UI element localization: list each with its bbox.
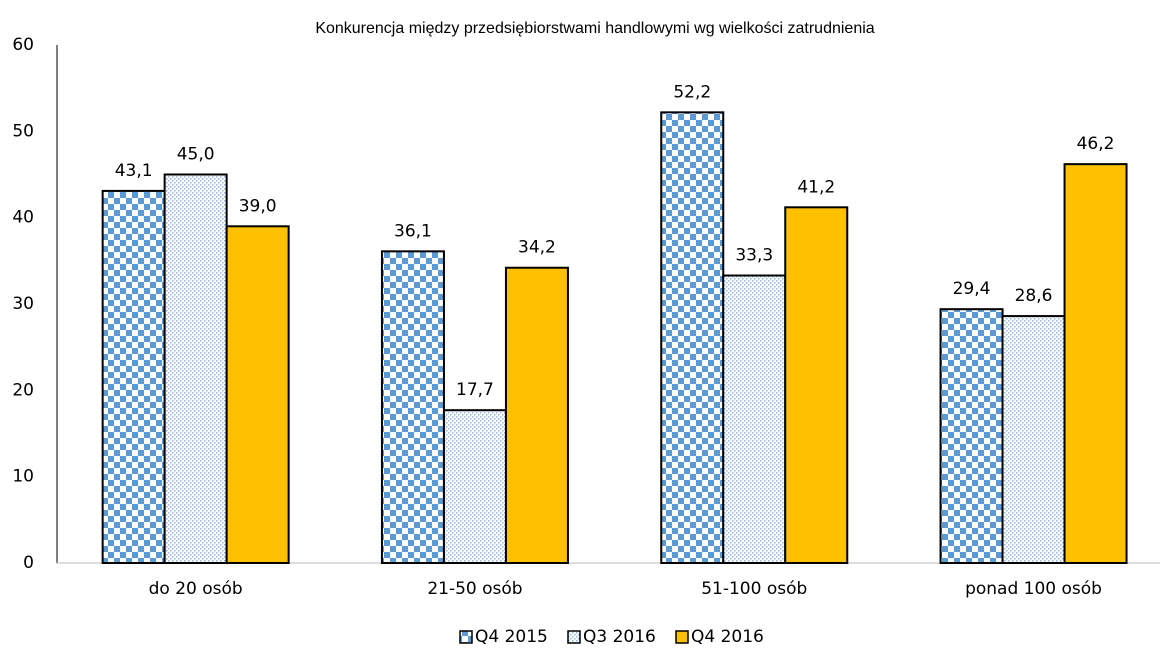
legend-swatch xyxy=(459,630,473,644)
value-label: 41,2 xyxy=(797,177,835,197)
y-tick-label: 60 xyxy=(12,35,34,55)
value-label: 52,2 xyxy=(673,82,711,102)
bar xyxy=(784,206,849,564)
value-label: 34,2 xyxy=(518,238,556,258)
legend-swatch xyxy=(567,630,581,644)
legend-label: Q3 2016 xyxy=(583,627,656,647)
bar xyxy=(380,250,445,564)
y-tick-label: 50 xyxy=(12,121,34,141)
chart-title: Konkurencja między przedsiębiorstwami ha… xyxy=(315,20,874,37)
x-tick-label: 21-50 osób xyxy=(427,579,522,599)
bar xyxy=(660,111,725,564)
y-tick-label: 0 xyxy=(23,553,34,573)
x-tick-label: ponad 100 osób xyxy=(965,579,1102,599)
bar xyxy=(442,409,507,564)
bar xyxy=(163,173,228,564)
bar xyxy=(1001,315,1066,564)
legend-label: Q4 2015 xyxy=(475,627,548,647)
value-label: 33,3 xyxy=(735,246,773,266)
value-label: 28,6 xyxy=(1015,286,1053,306)
value-label: 45,0 xyxy=(177,145,215,165)
value-label: 39,0 xyxy=(239,196,277,216)
x-tick-label: do 20 osób xyxy=(149,579,243,599)
legend-swatch xyxy=(675,630,689,644)
value-label: 36,1 xyxy=(394,221,432,241)
value-label: 43,1 xyxy=(115,161,153,181)
y-tick-label: 20 xyxy=(12,380,34,400)
bar xyxy=(225,225,290,565)
value-label: 29,4 xyxy=(953,279,991,299)
y-tick-label: 30 xyxy=(12,294,34,314)
y-tick-label: 10 xyxy=(12,467,34,487)
value-label: 17,7 xyxy=(456,380,494,400)
bar xyxy=(722,274,787,564)
bar xyxy=(504,266,569,564)
bar xyxy=(101,189,166,565)
x-tick-label: 51-100 osób xyxy=(701,579,807,599)
legend-label: Q4 2016 xyxy=(691,627,764,647)
value-label: 46,2 xyxy=(1077,134,1115,154)
bar xyxy=(1063,163,1128,564)
y-tick-label: 40 xyxy=(12,208,34,228)
bar xyxy=(939,308,1004,564)
